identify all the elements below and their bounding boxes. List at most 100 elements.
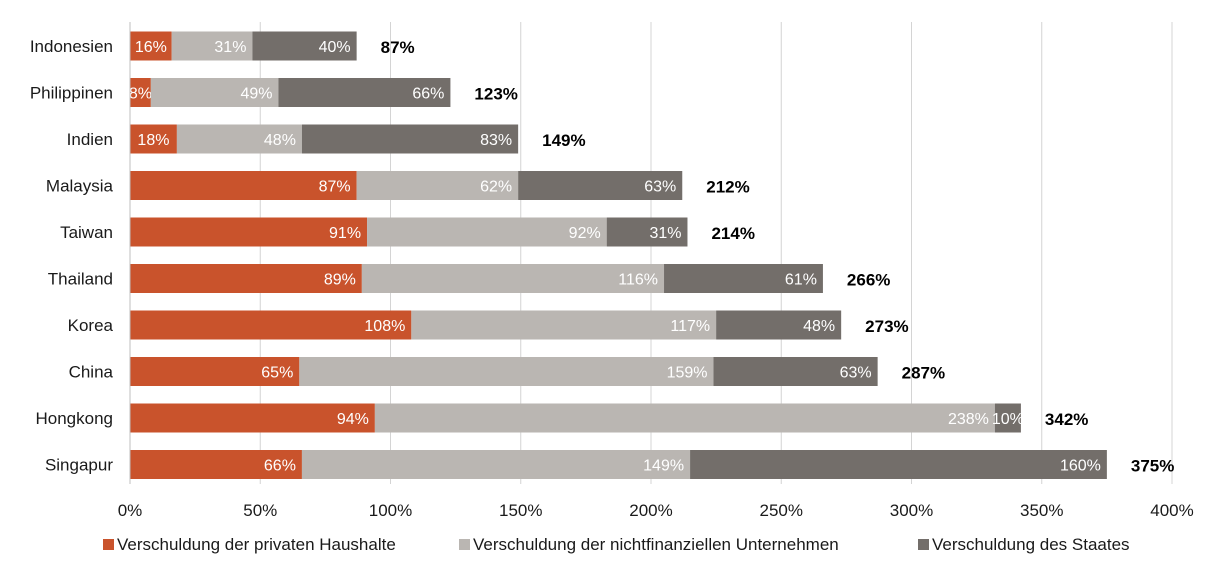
legend-label: Verschuldung der privaten Haushalte (117, 535, 396, 554)
total-label: 123% (474, 85, 517, 104)
bar-segment (130, 450, 302, 479)
bar-segment (176, 124, 302, 154)
category-label: Philippinen (30, 84, 113, 103)
data-label: 18% (137, 132, 169, 149)
data-label: 91% (329, 225, 361, 242)
data-label: 62% (480, 179, 512, 196)
bar-segment (664, 264, 823, 293)
bar-segment (301, 124, 519, 154)
category-label: China (69, 363, 114, 382)
data-label: 66% (412, 86, 444, 103)
data-label: 48% (803, 318, 835, 335)
bar-segment (301, 450, 691, 479)
total-label: 342% (1045, 410, 1088, 429)
x-tick-label: 250% (760, 501, 803, 520)
bar-segment (130, 217, 368, 247)
data-label: 10% (992, 411, 1024, 428)
category-label: Hongkong (35, 409, 113, 428)
bar-segment (130, 78, 151, 107)
bar-segment (171, 31, 253, 61)
legend-label: Verschuldung des Staates (932, 535, 1130, 554)
legend-swatch (103, 539, 114, 550)
bar-segment (606, 217, 688, 247)
bar-segment (252, 31, 357, 61)
data-label: 116% (618, 272, 658, 289)
data-label: 94% (337, 411, 369, 428)
legend-swatch (459, 539, 470, 550)
bar-segment (713, 357, 878, 386)
data-label: 8% (129, 86, 152, 103)
data-label: 31% (649, 225, 681, 242)
category-label: Malaysia (46, 177, 114, 196)
bar-segment (130, 310, 412, 340)
total-label: 212% (706, 178, 749, 197)
bar-segment (361, 264, 665, 293)
x-tick-label: 50% (243, 501, 277, 520)
x-tick-label: 100% (369, 501, 412, 520)
category-label: Indonesien (30, 37, 113, 56)
data-label: 65% (261, 365, 293, 382)
x-tick-label: 0% (118, 501, 143, 520)
bar-segment (367, 217, 607, 247)
bar-segment (299, 357, 714, 386)
data-label: 83% (480, 132, 512, 149)
category-label: Indien (67, 130, 113, 149)
category-label: Thailand (48, 270, 113, 289)
total-label: 375% (1131, 457, 1174, 476)
x-tick-label: 300% (890, 501, 933, 520)
data-label: 159% (667, 365, 708, 382)
data-label: 89% (324, 272, 356, 289)
total-label: 266% (847, 271, 890, 290)
data-label: 117% (670, 318, 710, 335)
total-label: 273% (865, 317, 908, 336)
bar-segment (130, 31, 172, 61)
bar-segment (690, 450, 1107, 479)
bar-segment (130, 357, 300, 386)
data-label: 66% (264, 458, 296, 475)
axes: 0% 50% 100% 150% 200% 250% 300% 350% 400% Indones… (30, 22, 1194, 520)
data-label: 31% (214, 39, 246, 56)
legend-label: Verschuldung der nichtfinanziellen Unter… (473, 535, 839, 554)
legend: Verschuldung der privaten Haushalte Versc… (103, 535, 1130, 554)
data-label: 40% (319, 39, 351, 56)
x-tick-label: 350% (1020, 501, 1063, 520)
bar-segment (278, 78, 451, 107)
data-label: 92% (569, 225, 601, 242)
data-label: 149% (643, 458, 684, 475)
bar-segment (130, 264, 362, 293)
total-label: 87% (381, 38, 415, 57)
bar-segment (130, 124, 177, 154)
data-label: 61% (785, 272, 817, 289)
data-label: 238% (948, 411, 989, 428)
total-label: 287% (902, 364, 945, 383)
bar-segment (994, 403, 1021, 433)
legend-swatch (918, 539, 929, 550)
category-label: Singapur (45, 456, 113, 475)
bar-segment (130, 171, 357, 200)
data-label: 16% (135, 39, 167, 56)
bar-segment (150, 78, 279, 107)
bar-segment (716, 310, 842, 340)
data-label: 63% (840, 365, 872, 382)
total-label: 214% (711, 224, 754, 243)
bar-segment (374, 403, 995, 433)
x-tick-label: 400% (1150, 501, 1193, 520)
data-label: 160% (1060, 458, 1101, 475)
bar-segment (411, 310, 717, 340)
x-tick-label: 150% (499, 501, 542, 520)
category-label: Korea (68, 316, 114, 335)
category-label: Taiwan (60, 223, 113, 242)
bars: 16% 31% 40% 87% 8% 49% 66% 123% 18% 48% 83% 149% 87%… (129, 31, 1174, 479)
bar-segment (356, 171, 519, 200)
data-label: 108% (364, 318, 405, 335)
total-label: 149% (542, 131, 585, 150)
data-label: 87% (319, 179, 351, 196)
data-label: 49% (240, 86, 272, 103)
data-label: 48% (264, 132, 296, 149)
bar-segment (518, 171, 683, 200)
x-tick-label: 200% (629, 501, 672, 520)
data-label: 63% (644, 179, 676, 196)
bar-segment (130, 403, 375, 433)
